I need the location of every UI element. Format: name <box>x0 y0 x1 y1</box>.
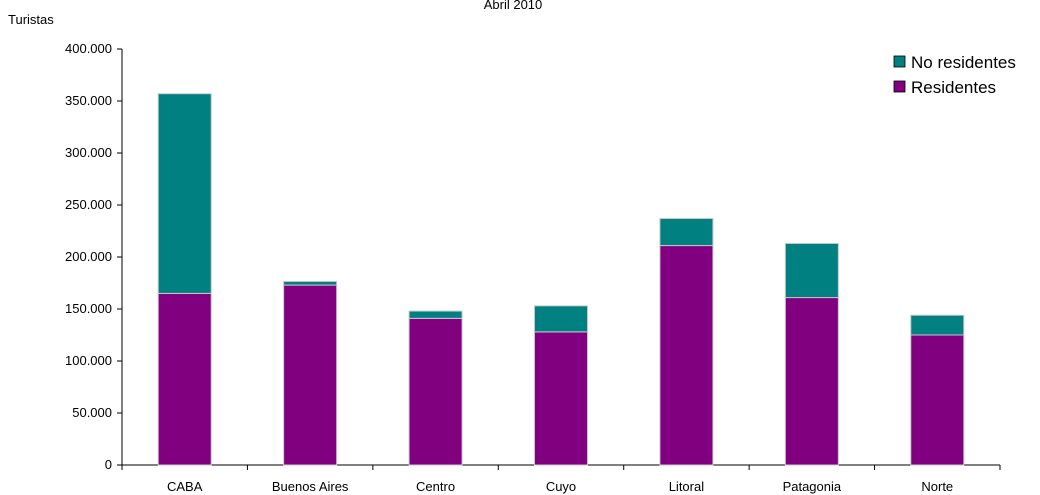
y-tick-label: 50.000 <box>72 405 112 420</box>
y-axis-title: Turistas <box>8 12 54 27</box>
y-tick-label: 100.000 <box>65 353 112 368</box>
y-axis: 0 50.000 100.000 150.000 200.000 250.000 300.0… <box>65 41 123 472</box>
bar-residentes-cuyo <box>534 331 588 466</box>
y-tick-label: 300.000 <box>65 145 112 160</box>
bar-no-residentes-patagonia <box>784 242 839 299</box>
category-label: Patagonia <box>783 479 842 494</box>
category-label: CABA <box>167 479 203 494</box>
x-axis <box>121 464 1001 470</box>
category-labels: CABA Buenos Aires Centro Cuyo Litoral Patagon… <box>167 479 953 494</box>
bar-residentes-norte <box>910 334 965 466</box>
bar-no-residentes-norte <box>910 314 965 336</box>
y-tick-label: 0 <box>105 457 112 472</box>
legend-swatch <box>893 80 906 93</box>
y-tick-label: 400.000 <box>65 41 112 56</box>
y-tick-label: 200.000 <box>65 249 112 264</box>
bar-residentes-patagonia <box>784 297 839 466</box>
bar-residentes-centro <box>408 317 463 466</box>
category-label: Buenos Aires <box>272 479 349 494</box>
y-tick-label: 150.000 <box>65 301 112 316</box>
legend: No residentes Residentes <box>893 53 1016 97</box>
bar-residentes-caba <box>157 292 212 466</box>
bar-no-residentes-centro <box>408 310 463 319</box>
y-tick-label: 250.000 <box>65 197 112 212</box>
legend-label: No residentes <box>911 53 1016 72</box>
bar-residentes-buenos-aires <box>283 284 338 466</box>
bar-no-residentes-buenos-aires <box>283 280 338 286</box>
bar-no-residentes-caba <box>157 93 212 294</box>
bar-residentes-litoral <box>659 245 714 466</box>
chart-title: Abril 2010 <box>484 0 543 12</box>
bars <box>157 93 965 466</box>
legend-label: Residentes <box>911 78 996 97</box>
category-label: Cuyo <box>546 479 576 494</box>
legend-swatch <box>893 55 906 68</box>
category-label: Centro <box>416 479 455 494</box>
bar-no-residentes-cuyo <box>534 305 588 333</box>
bar-no-residentes-litoral <box>659 218 714 247</box>
y-tick-label: 350.000 <box>65 93 112 108</box>
category-label: Norte <box>921 479 953 494</box>
category-label: Litoral <box>669 479 705 494</box>
